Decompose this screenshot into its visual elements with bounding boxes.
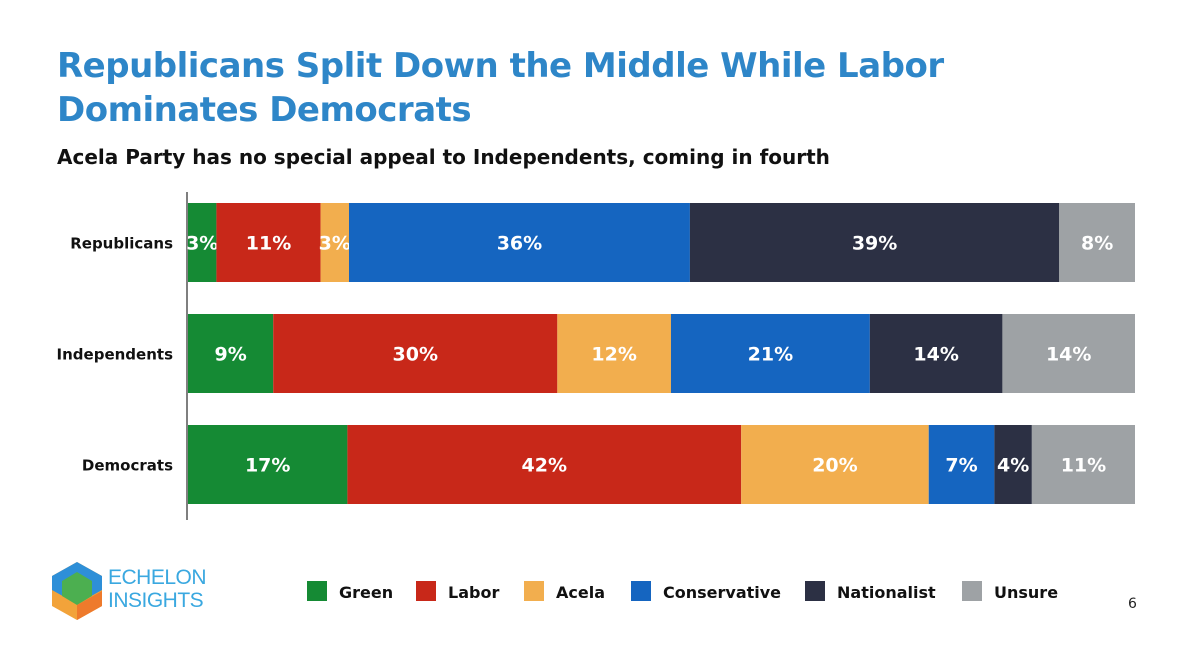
data-label: 14% (913, 344, 958, 366)
bar-segment-acela (557, 314, 671, 393)
legend-swatch-acela (524, 581, 544, 601)
bar-segment-green (188, 425, 348, 504)
legend-swatch-labor (416, 581, 436, 601)
data-label: 9% (214, 344, 246, 366)
bar-segment-unsure (1002, 314, 1135, 393)
legend-swatch-nationalist (805, 581, 825, 601)
bar-segment-green (188, 203, 217, 282)
bar-segment-conservative (928, 425, 995, 504)
bar-segment-nationalist (994, 425, 1032, 504)
data-label: 12% (591, 344, 636, 366)
data-label: 42% (522, 455, 567, 477)
logo-line1: ECHELON (108, 566, 207, 589)
legend-swatch-conservative (631, 581, 651, 601)
bar-segment-conservative (348, 203, 690, 282)
echelon-logo-icon (52, 562, 102, 620)
data-label: 4% (997, 455, 1029, 477)
bar-segment-green (188, 314, 274, 393)
bar-segment-unsure (1031, 425, 1135, 504)
legend-label: Conservative (663, 583, 781, 602)
category-label: Republicans (70, 235, 173, 253)
data-label: 3% (186, 233, 218, 255)
bar-segment-labor (273, 314, 558, 393)
data-label: 14% (1046, 344, 1091, 366)
data-label: 7% (945, 455, 977, 477)
data-label: 17% (245, 455, 290, 477)
bar-segment-nationalist (689, 203, 1060, 282)
legend-label: Labor (448, 583, 499, 602)
bar-segment-acela (320, 203, 349, 282)
category-label: Democrats (82, 457, 173, 475)
bar-segment-nationalist (869, 314, 1003, 393)
legend-swatch-unsure (962, 581, 982, 601)
chart-title: Republicans Split Down the Middle While … (57, 46, 944, 130)
data-label: 39% (852, 233, 897, 255)
legend-label: Green (339, 583, 393, 602)
logo-text: ECHELON INSIGHTS (108, 566, 207, 612)
legend-label: Acela (556, 583, 605, 602)
data-label: 36% (497, 233, 542, 255)
logo-line2: INSIGHTS (108, 589, 204, 612)
data-label: 20% (812, 455, 857, 477)
legend-swatch-green (307, 581, 327, 601)
bar-segment-acela (741, 425, 929, 504)
legend-label: Unsure (994, 583, 1058, 602)
data-label: 8% (1081, 233, 1113, 255)
data-label: 11% (246, 233, 291, 255)
bar-segment-labor (347, 425, 742, 504)
data-label: 30% (393, 344, 438, 366)
category-label: Independents (57, 346, 174, 364)
page-number: 6 (1128, 596, 1137, 612)
chart-subtitle: Acela Party has no special appeal to Ind… (57, 145, 830, 169)
data-label: 11% (1061, 455, 1106, 477)
data-label: 21% (748, 344, 793, 366)
bar-segment-conservative (670, 314, 870, 393)
data-label: 3% (319, 233, 351, 255)
legend-label: Nationalist (837, 583, 936, 602)
bar-segment-labor (216, 203, 321, 282)
bar-segment-unsure (1059, 203, 1135, 282)
